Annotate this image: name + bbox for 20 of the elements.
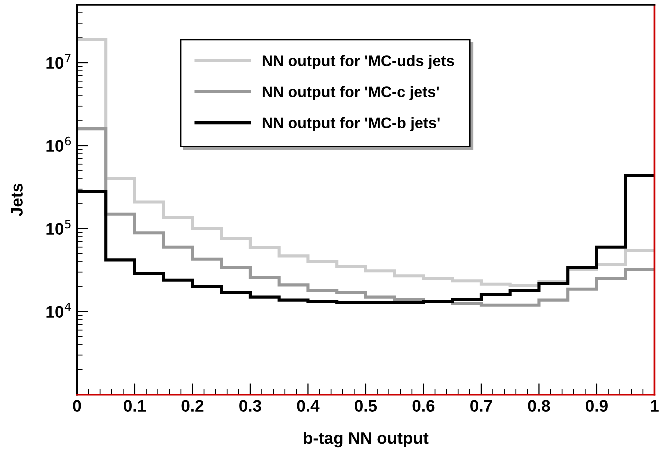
y-axis-title: Jets (11, 184, 23, 216)
legend-label: NN output for 'MC-uds jets (262, 55, 454, 70)
x-tick-label: 0.5 (355, 400, 378, 412)
y-tick-label: 10$^{4}$ (46, 302, 72, 318)
y-tick-label: 10$^{6}$ (46, 136, 72, 152)
y-tick-label: 10$^{7}$ (46, 54, 71, 70)
x-tick-label: 0.2 (182, 400, 204, 412)
y-tick-label: 10$^{5}$ (46, 220, 71, 236)
legend-label: NN output for 'MC-b jets' (262, 117, 440, 132)
x-tick-label: 0.6 (412, 400, 435, 412)
x-tick-label: 0.3 (240, 400, 262, 412)
x-tick-label: 0.4 (297, 400, 320, 412)
x-tick-label: 0.9 (586, 400, 608, 412)
x-tick-label: 0.1 (124, 400, 146, 412)
x-tick-label: 1 (651, 400, 659, 412)
legend-label: NN output for 'MC-c jets' (262, 86, 440, 101)
x-tick-label: 0.8 (528, 400, 550, 412)
x-tick-label: 0.7 (470, 400, 492, 412)
x-tick-label: 0 (73, 400, 82, 412)
x-axis-title: b-tag NN output (304, 432, 429, 448)
